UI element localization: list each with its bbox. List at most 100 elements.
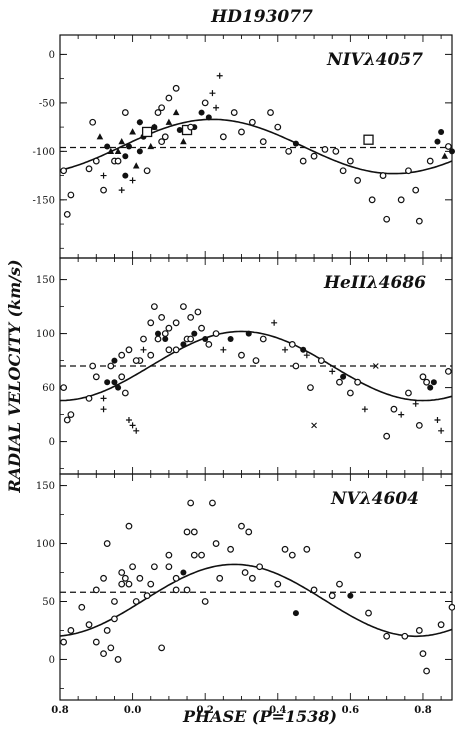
y-axis-label: RADIAL VELOCITY (km/s) — [5, 259, 24, 493]
data-point — [129, 128, 136, 135]
data-point — [154, 335, 162, 343]
data-point — [252, 357, 260, 365]
data-point — [347, 592, 354, 599]
data-point — [100, 186, 107, 194]
panel-1: 0 -50 -100 -150 NIVλ4057 — [33, 34, 455, 259]
data-point — [444, 143, 452, 150]
data-point — [176, 127, 183, 134]
panel-title: HeIIλ4686 — [323, 273, 426, 293]
x-tick-label: 0.8 — [414, 705, 431, 716]
data-point — [100, 650, 107, 658]
data-point — [426, 157, 434, 165]
data-point — [220, 346, 227, 353]
data-point — [158, 138, 166, 146]
data-point — [183, 528, 191, 536]
data-point — [140, 335, 147, 343]
data-point — [150, 303, 158, 311]
x-tick-label: 0.2 — [196, 705, 213, 716]
data-point — [172, 108, 180, 116]
data-point — [259, 138, 267, 146]
panel-frame — [59, 473, 453, 701]
data-point — [292, 140, 299, 147]
data-point — [285, 147, 293, 155]
panel-title: NIVλ4057 — [326, 50, 423, 70]
data-point — [187, 314, 195, 321]
data-point — [180, 138, 187, 145]
data-point — [363, 134, 374, 145]
data-point — [161, 330, 169, 338]
x-tick-label: 0.6 — [342, 705, 359, 716]
fit-curve — [59, 563, 453, 638]
data-point — [202, 336, 209, 342]
data-point — [78, 603, 86, 611]
data-point — [129, 563, 136, 571]
data-point — [434, 138, 441, 145]
data-point — [379, 172, 387, 179]
data-point — [125, 580, 133, 588]
x-tick-label: 0.0 — [124, 705, 141, 716]
data-point — [118, 187, 125, 194]
data-point — [165, 94, 173, 102]
data-point — [354, 177, 362, 184]
data-point — [311, 422, 317, 429]
data-point — [212, 330, 220, 338]
data-point — [111, 357, 118, 364]
data-point — [129, 422, 136, 429]
data-point — [107, 644, 115, 652]
data-point — [122, 153, 129, 160]
data-point — [415, 422, 423, 429]
data-point — [118, 138, 126, 145]
data-point — [292, 610, 299, 617]
data-point — [121, 389, 129, 397]
y-tick-label: 60 — [42, 383, 55, 394]
data-point — [303, 352, 310, 359]
data-point — [118, 580, 126, 588]
data-point — [419, 650, 427, 658]
panel-title: NVλ4604 — [330, 489, 419, 509]
data-point — [390, 405, 398, 413]
data-point — [245, 330, 252, 337]
data-point — [150, 563, 158, 571]
data-point — [67, 627, 75, 634]
data-point — [227, 545, 234, 553]
data-point — [328, 592, 336, 600]
data-point — [121, 109, 129, 116]
data-point — [397, 196, 405, 204]
data-point — [405, 389, 412, 397]
data-point — [89, 118, 97, 126]
data-point — [92, 638, 100, 646]
data-point — [121, 574, 129, 582]
data-point — [310, 586, 318, 594]
data-point — [118, 351, 126, 359]
data-point — [300, 346, 307, 353]
data-point — [141, 126, 153, 138]
data-point — [405, 167, 412, 175]
data-point — [415, 217, 423, 225]
data-point — [201, 99, 209, 107]
data-point — [317, 357, 325, 365]
data-point — [248, 574, 256, 582]
data-point — [383, 432, 391, 440]
data-point — [256, 563, 264, 571]
data-point — [103, 627, 111, 634]
data-point — [136, 148, 143, 155]
data-point — [354, 378, 362, 386]
y-tick-label: 150 — [36, 275, 55, 286]
data-point — [85, 621, 93, 629]
data-point — [122, 172, 129, 179]
data-point — [67, 191, 75, 199]
data-point — [427, 384, 434, 391]
data-point — [147, 142, 155, 150]
data-point — [136, 574, 144, 582]
data-point — [151, 124, 158, 131]
data-point — [383, 215, 391, 223]
data-point — [172, 84, 180, 92]
y-tick-label: -100 — [33, 147, 55, 158]
data-point — [368, 196, 376, 204]
panels-group: 0-50-100-150NIVλ4057150100600HeIIλ468615… — [33, 34, 455, 716]
data-point — [444, 368, 452, 375]
data-point — [125, 417, 132, 423]
data-point — [271, 319, 278, 326]
data-point — [219, 133, 227, 141]
data-point — [111, 379, 118, 386]
